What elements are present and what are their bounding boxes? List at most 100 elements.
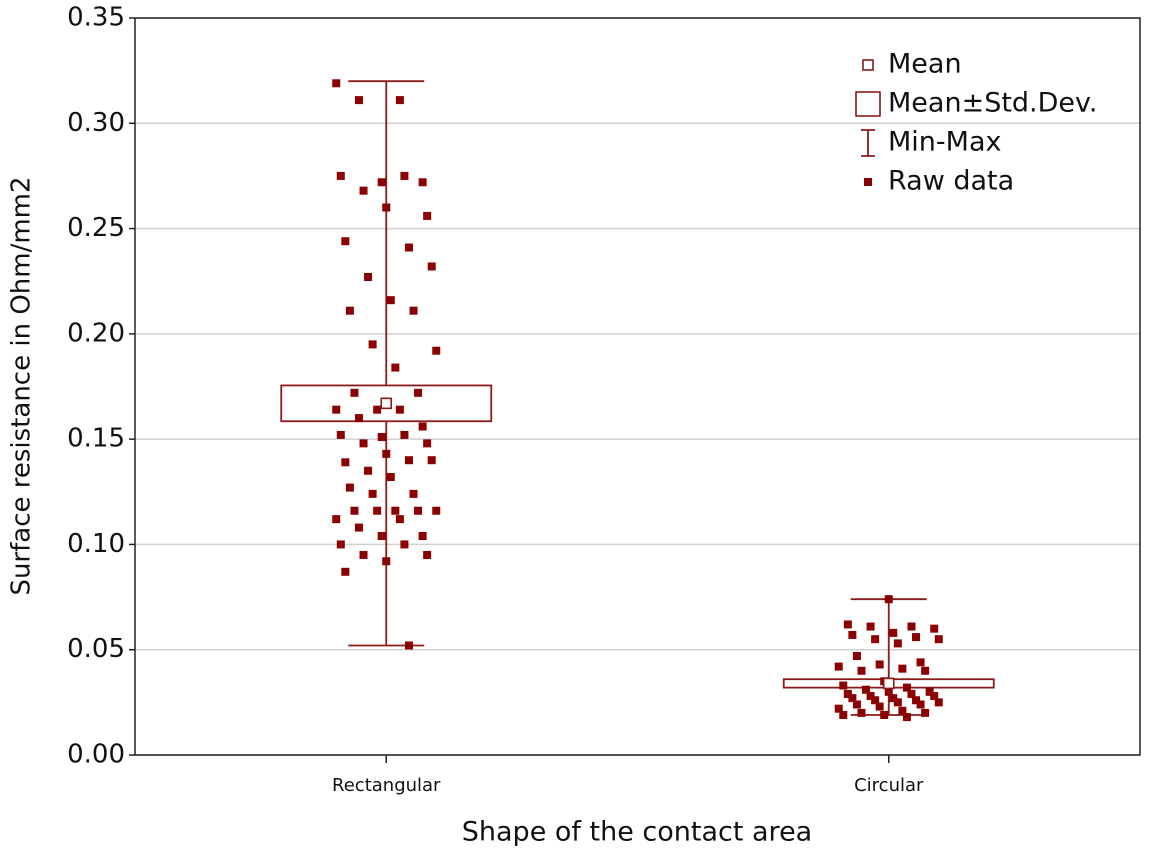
raw-point — [336, 540, 345, 549]
legend-label: Raw data — [888, 166, 1014, 197]
raw-point — [902, 683, 911, 692]
raw-point — [916, 658, 925, 667]
raw-point — [871, 635, 880, 644]
raw-point — [377, 532, 386, 541]
x-tick-label: Circular — [854, 775, 924, 796]
y-tick-label: 0.25 — [67, 213, 125, 243]
raw-point — [889, 694, 898, 703]
raw-point — [934, 698, 943, 707]
raw-point — [925, 687, 934, 696]
raw-point — [893, 698, 902, 707]
raw-point — [889, 628, 898, 637]
y-tick-label: 0.10 — [67, 529, 125, 559]
raw-point — [354, 96, 363, 105]
raw-point — [341, 567, 350, 576]
raw-point — [359, 186, 368, 195]
raw-point — [382, 557, 391, 566]
y-axis-label: Surface resistance in Ohm/mm2 — [7, 176, 37, 595]
raw-point — [857, 666, 866, 675]
raw-point — [391, 506, 400, 515]
raw-point — [898, 664, 907, 673]
raw-point — [834, 662, 843, 671]
x-tick-label: Rectangular — [332, 775, 441, 796]
raw-point — [341, 237, 350, 246]
legend-raw-icon — [864, 178, 872, 186]
legend-label: Mean±Std.Dev. — [888, 88, 1098, 119]
raw-point — [930, 692, 939, 701]
raw-point — [916, 700, 925, 709]
raw-point — [336, 430, 345, 439]
raw-point — [336, 171, 345, 180]
legend-label: Min-Max — [888, 127, 1001, 158]
raw-point — [359, 439, 368, 448]
raw-point — [875, 702, 884, 711]
raw-point — [866, 622, 875, 631]
raw-point — [427, 262, 436, 271]
raw-point — [880, 710, 889, 719]
raw-point — [848, 630, 857, 639]
raw-point — [395, 515, 404, 524]
raw-point — [884, 595, 893, 604]
raw-point — [391, 363, 400, 372]
raw-point — [432, 346, 441, 355]
raw-point — [898, 706, 907, 715]
raw-point — [843, 689, 852, 698]
legend-std-icon — [855, 91, 881, 117]
raw-point — [912, 696, 921, 705]
raw-point — [400, 430, 409, 439]
raw-point — [921, 708, 930, 717]
raw-point — [921, 666, 930, 675]
raw-point — [345, 306, 354, 315]
x-axis-label: Shape of the contact area — [462, 817, 812, 848]
y-tick-label: 0.20 — [67, 318, 125, 348]
raw-point — [354, 414, 363, 423]
raw-point — [862, 685, 871, 694]
y-tick-label: 0.35 — [67, 3, 125, 33]
legend-label: Mean — [888, 49, 962, 80]
raw-point — [386, 473, 395, 482]
raw-point — [404, 243, 413, 252]
raw-point — [930, 624, 939, 633]
raw-point — [884, 687, 893, 696]
legend-minmax-icon — [861, 129, 875, 157]
raw-point — [839, 710, 848, 719]
raw-point — [395, 96, 404, 105]
raw-point — [934, 635, 943, 644]
raw-point — [386, 296, 395, 305]
raw-point — [382, 449, 391, 458]
raw-point — [414, 388, 423, 397]
raw-point — [341, 458, 350, 467]
raw-point — [332, 79, 341, 88]
raw-point — [834, 704, 843, 713]
raw-point — [409, 306, 418, 315]
raw-point — [907, 622, 916, 631]
raw-point — [907, 689, 916, 698]
raw-point — [418, 178, 427, 187]
raw-point — [368, 489, 377, 498]
raw-point — [893, 639, 902, 648]
raw-point — [404, 456, 413, 465]
raw-point — [866, 692, 875, 701]
raw-point — [432, 506, 441, 515]
raw-point — [345, 483, 354, 492]
raw-point — [852, 700, 861, 709]
mean-marker — [882, 677, 895, 690]
raw-point — [400, 171, 409, 180]
raw-point — [350, 506, 359, 515]
legend-mean-icon — [862, 59, 874, 71]
raw-point — [332, 515, 341, 524]
raw-point — [400, 540, 409, 549]
raw-point — [350, 388, 359, 397]
plot-frame — [134, 17, 1141, 756]
raw-point — [875, 660, 884, 669]
raw-point — [359, 550, 368, 559]
raw-point — [377, 433, 386, 442]
raw-point — [857, 708, 866, 717]
raw-point — [332, 405, 341, 414]
raw-point — [839, 681, 848, 690]
raw-point — [373, 506, 382, 515]
raw-point — [377, 178, 386, 187]
raw-point — [848, 694, 857, 703]
raw-point — [364, 466, 373, 475]
